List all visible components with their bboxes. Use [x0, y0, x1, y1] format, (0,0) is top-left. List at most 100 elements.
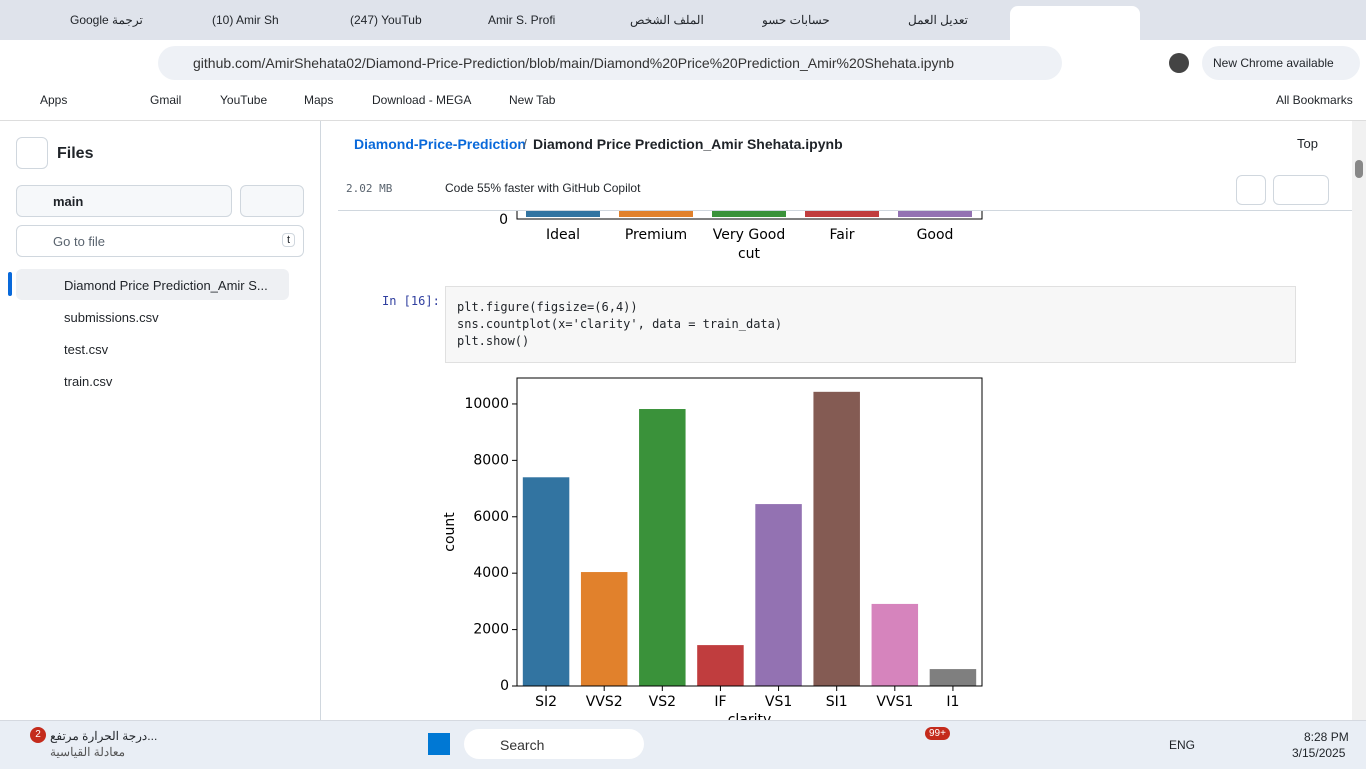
search-box[interactable]: [464, 729, 644, 759]
scrollbar[interactable]: [1352, 121, 1366, 720]
y-tick-label: 6000: [473, 509, 509, 525]
time[interactable]: 8:28 PM: [1304, 730, 1349, 744]
file-item[interactable]: test.csv: [64, 342, 109, 357]
weather-sub: معادلة القياسية: [50, 745, 126, 759]
bar: [813, 391, 860, 686]
tab-title[interactable]: Google ترجمة: [70, 13, 143, 27]
y-tick-label: 8000: [473, 452, 509, 468]
file-item[interactable]: submissions.csv: [64, 310, 159, 325]
avatar[interactable]: [1169, 53, 1189, 73]
bar-stub: [526, 211, 600, 217]
y-tick-label: 10000: [464, 396, 509, 412]
whatsapp-badge: 99+: [925, 727, 950, 740]
axes: [516, 211, 983, 220]
branch-select[interactable]: [16, 185, 232, 217]
go-to-file-text[interactable]: Go to file: [53, 234, 106, 249]
x-tick-label: Good: [917, 227, 954, 243]
code-line: plt.figure(figsize=(6,4)): [457, 300, 638, 314]
scroll-thumb[interactable]: [1355, 160, 1363, 178]
repo-link[interactable]: Diamond-Price-Prediction: [354, 136, 526, 152]
search-text[interactable]: Search: [500, 737, 545, 753]
file-header: [338, 121, 1352, 211]
omnibox[interactable]: [158, 46, 1062, 80]
copilot[interactable]: Code 55% faster with GitHub Copilot: [445, 181, 641, 195]
sidebar-toggle[interactable]: [16, 137, 48, 169]
y-tick-label: 0: [500, 678, 509, 694]
x-tick-label: SI1: [826, 694, 848, 710]
go-to-file[interactable]: [16, 225, 304, 257]
file-item[interactable]: Diamond Price Prediction_Amir S...: [64, 278, 268, 293]
code-line: sns.countplot(x='clarity', data = train_…: [457, 317, 783, 331]
bar-stub: [898, 211, 972, 217]
bar: [755, 504, 802, 686]
tab-title[interactable]: الملف الشخص: [630, 13, 704, 27]
top-link[interactable]: Top: [1297, 136, 1318, 151]
x-tick-label: Very Good: [713, 227, 785, 243]
badge: 2: [30, 727, 46, 743]
bar-stub: [619, 211, 693, 217]
file-size: 2.02 MB: [346, 182, 393, 195]
file-name: Diamond Price Prediction_Amir Shehata.ip…: [533, 136, 843, 152]
x-tick-label: Fair: [830, 227, 855, 243]
branch[interactable]: main: [53, 194, 84, 209]
selected-marker: [8, 272, 12, 296]
bookmark[interactable]: New Tab: [509, 93, 556, 107]
bar: [522, 477, 570, 686]
x-tick-label: SI2: [535, 694, 557, 710]
edit-btn[interactable]: [1273, 175, 1329, 205]
bar-stub: [805, 211, 879, 217]
selected-file[interactable]: [16, 269, 289, 300]
update-chip[interactable]: [1202, 46, 1360, 80]
bar-stub: [712, 211, 786, 217]
bookmark[interactable]: YouTube: [220, 93, 268, 107]
bookmark[interactable]: Gmail: [150, 93, 182, 107]
x-tick-label: VVS2: [586, 694, 623, 710]
update-text[interactable]: New Chrome available: [1213, 56, 1334, 70]
chart: 0 2000 4000 6000 8000 10000 SI2 VVS2 VS2 IF VS1 SI1…: [442, 377, 983, 720]
url[interactable]: github.com/AmirShehata02/Diamond-Price-P…: [193, 55, 955, 71]
x-axis-label: cut: [738, 246, 761, 262]
x-tick-label: Premium: [625, 227, 687, 243]
bookmark[interactable]: Download - MEGA: [372, 93, 472, 107]
bookmark[interactable]: Apps: [40, 93, 68, 107]
all-bookmarks[interactable]: All Bookmarks: [1276, 93, 1353, 107]
tab-title[interactable]: (10) Amir Sh: [212, 13, 279, 27]
sidebar: [0, 121, 321, 720]
x-tick-label: VVS1: [876, 694, 913, 710]
taskbar: [0, 720, 1366, 769]
active-tab: [1010, 6, 1140, 40]
date[interactable]: 3/15/2025: [1292, 746, 1346, 760]
bookmark[interactable]: Maps: [304, 93, 334, 107]
code-cell: [445, 286, 1296, 363]
y-tick-label: 4000: [473, 565, 509, 581]
x-tick-label: IF: [714, 694, 726, 710]
start[interactable]: [428, 733, 450, 755]
bar: [580, 572, 628, 686]
y-tick-label: 0: [499, 212, 508, 228]
x-tick-label: VS2: [649, 694, 676, 710]
x-tick-label: Ideal: [546, 227, 580, 243]
previous-output: 0 Ideal Premium Very Good Fair Good cut: [499, 211, 983, 262]
tab-title[interactable]: تعديل العمل: [908, 13, 968, 27]
file-actions[interactable]: [240, 185, 304, 217]
bar: [697, 645, 744, 686]
separator: /: [523, 136, 527, 152]
shortcut: t: [282, 233, 296, 247]
bar: [639, 409, 686, 686]
lang[interactable]: ENG: [1169, 738, 1196, 752]
plot-frame: [516, 377, 983, 687]
file-item[interactable]: train.csv: [64, 374, 113, 389]
code-line: plt.show(): [457, 334, 530, 348]
bar: [871, 603, 919, 686]
tab-title[interactable]: حسابات حسو: [762, 13, 830, 27]
tab-title[interactable]: (247) YouTub: [350, 13, 422, 27]
x-tick-label: I1: [946, 694, 959, 710]
download-btn[interactable]: [1236, 175, 1266, 205]
weather[interactable]: درجة الحرارة مرتفع...: [50, 729, 158, 743]
x-axis-label: clarity: [728, 712, 772, 720]
y-tick-label: 2000: [473, 622, 509, 638]
y-axis-label: count: [442, 512, 458, 552]
bar: [929, 669, 977, 686]
tab-title[interactable]: Amir S. Profi: [488, 13, 556, 27]
